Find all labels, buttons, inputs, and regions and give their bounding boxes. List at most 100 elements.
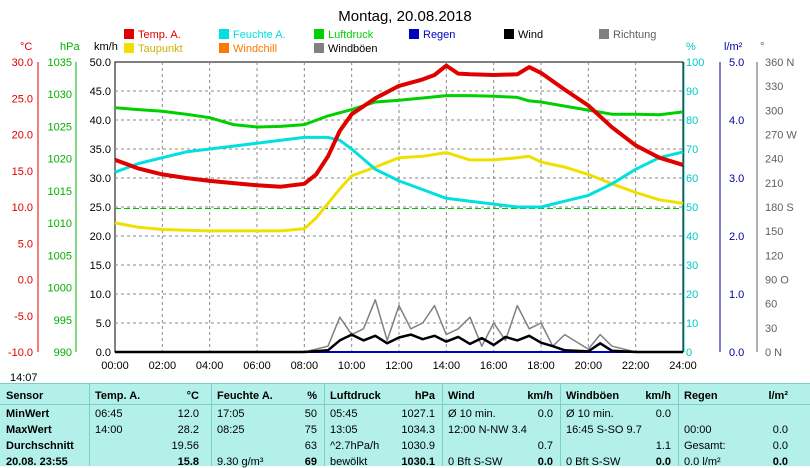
legend-label: Wind	[518, 29, 543, 41]
series-line-temp-a-	[114, 63, 684, 189]
table-cell-sub: 05:45	[330, 408, 358, 420]
table-cell-sub: ^2.7hPa/h	[330, 440, 380, 452]
table-cell-value: 0.0	[537, 456, 553, 468]
legend-swatch	[599, 29, 609, 39]
series-line-feuchte-a-	[114, 135, 684, 209]
table-cell-sub: 0.0 l/m²	[684, 456, 721, 468]
grid-lines	[115, 62, 683, 352]
wind-tick-label: 30.0	[90, 173, 111, 185]
table-cell-sub: 06:45	[95, 408, 123, 420]
legend-label: Temp. A.	[138, 29, 181, 41]
legend-label: Feuchte A.	[233, 29, 286, 41]
table-column-unit: %	[307, 390, 317, 402]
table-row-label: 20.08. 23:55	[6, 456, 68, 468]
table-column-header: Sensor	[6, 390, 44, 402]
direction-tick-label: 180 S	[765, 202, 794, 214]
table-column-unit: km/h	[527, 390, 553, 402]
direction-unit-label: °	[760, 41, 764, 53]
table-cell-sub: 14:00	[95, 424, 123, 436]
temp-tick-label: 10.0	[12, 202, 33, 214]
pressure-tick-label: 1035	[48, 57, 72, 69]
x-tick-label: 20:00	[575, 360, 603, 372]
table-cell-value: 15.8	[177, 456, 199, 468]
table-cell-value: 50	[304, 408, 317, 420]
rain-tick-label: 0.0	[729, 347, 744, 359]
direction-tick-label: 360 N	[765, 57, 794, 69]
table-cell-sub: 08:25	[217, 424, 245, 436]
temp-tick-label: -5.0	[14, 311, 33, 323]
humidity-unit-label: %	[686, 41, 696, 53]
pressure-tick-label: 990	[54, 347, 72, 359]
direction-tick-label: 30	[765, 323, 777, 335]
humidity-tick-label: 20	[686, 289, 698, 301]
wind-tick-label: 10.0	[90, 289, 111, 301]
table-cell-value: 75	[304, 424, 317, 436]
table-cell-value: 19.56	[171, 440, 199, 452]
table-cell-sub: 17:05	[217, 408, 245, 420]
statistics-table: Sensor Temp. A. °C Feuchte A.% Luftdruck hPa W…	[0, 383, 810, 468]
table-cell-value: 63	[304, 440, 317, 452]
table-cell-sub: 00:00	[684, 424, 712, 436]
table-cell-sub: 13:05	[330, 424, 358, 436]
wind-tick-label: 15.0	[90, 260, 111, 272]
direction-tick-label: 150	[765, 226, 783, 238]
table-cell-value: 1030.9	[401, 440, 435, 452]
pressure-tick-label: 1030	[48, 89, 72, 101]
table-column-divider	[324, 384, 325, 466]
table-cell-value: 0.0	[772, 456, 788, 468]
temp-tick-label: 5.0	[18, 238, 33, 250]
humidity-tick-label: 40	[686, 231, 698, 243]
legend-label: Taupunkt	[138, 43, 183, 55]
table-column-unit: km/h	[645, 390, 671, 402]
legend-swatch	[219, 29, 229, 39]
legend-swatch	[124, 43, 134, 53]
table-cell-sub: 12:00 N-NW 3.4	[448, 424, 527, 436]
table-column-header: Luftdruck	[330, 390, 381, 402]
series-line-taupunkt	[114, 151, 684, 233]
x-tick-label: 14:00	[433, 360, 461, 372]
humidity-tick-label: 100	[686, 57, 704, 69]
table-cell-value: 28.2	[177, 424, 199, 436]
x-tick-label: 24:00	[669, 360, 697, 372]
x-tick-label: 12:00	[385, 360, 413, 372]
rain-tick-label: 4.0	[729, 115, 744, 127]
table-row-label: MinWert	[6, 408, 50, 420]
direction-tick-label: 0 N	[765, 347, 782, 359]
direction-tick-label: 120	[765, 250, 783, 262]
humidity-tick-label: 60	[686, 173, 698, 185]
pressure-tick-label: 1025	[48, 121, 72, 133]
table-cell-value: 69	[304, 456, 317, 468]
x-tick-label: 16:00	[480, 360, 508, 372]
pressure-tick-label: 995	[54, 315, 72, 327]
direction-tick-label: 240	[765, 154, 783, 166]
table-cell-value: 0.0	[537, 408, 553, 420]
legend-swatch	[409, 29, 419, 39]
table-cell-sub: 16:45 S-SO 9.7	[566, 424, 642, 436]
x-tick-label: 22:00	[622, 360, 650, 372]
rain-tick-label: 5.0	[729, 57, 744, 69]
table-header-divider	[0, 404, 810, 405]
humidity-tick-label: 50	[686, 202, 698, 214]
time-label: 14:07	[10, 372, 38, 383]
table-cell-value: 0.7	[537, 440, 553, 452]
legend-swatch	[219, 43, 229, 53]
temp-tick-label: 20.0	[12, 130, 33, 142]
table-cell-value: 12.0	[177, 408, 199, 420]
legend-swatch	[314, 29, 324, 39]
wind-tick-label: 45.0	[90, 86, 111, 98]
pressure-tick-label: 1000	[48, 283, 72, 295]
rain-tick-label: 2.0	[729, 231, 744, 243]
weather-chart: Montag, 20.08.2018 Temp. A. Taupunkt Feuch…	[8, 8, 797, 383]
legend-label: Windchill	[233, 43, 277, 55]
rain-tick-label: 1.0	[729, 289, 744, 301]
humidity-tick-label: 0	[686, 347, 692, 359]
series-line-luftdruck	[114, 94, 684, 129]
direction-tick-label: 210	[765, 178, 783, 190]
x-tick-label: 10:00	[338, 360, 366, 372]
table-cell-sub: Ø 10 min.	[566, 408, 614, 420]
table-cell-value: 1027.1	[401, 408, 435, 420]
table-cell-value: 1034.3	[401, 424, 435, 436]
table-cell-value: 0.0	[655, 456, 671, 468]
plot-area	[114, 61, 684, 354]
pressure-tick-label: 1020	[48, 154, 72, 166]
